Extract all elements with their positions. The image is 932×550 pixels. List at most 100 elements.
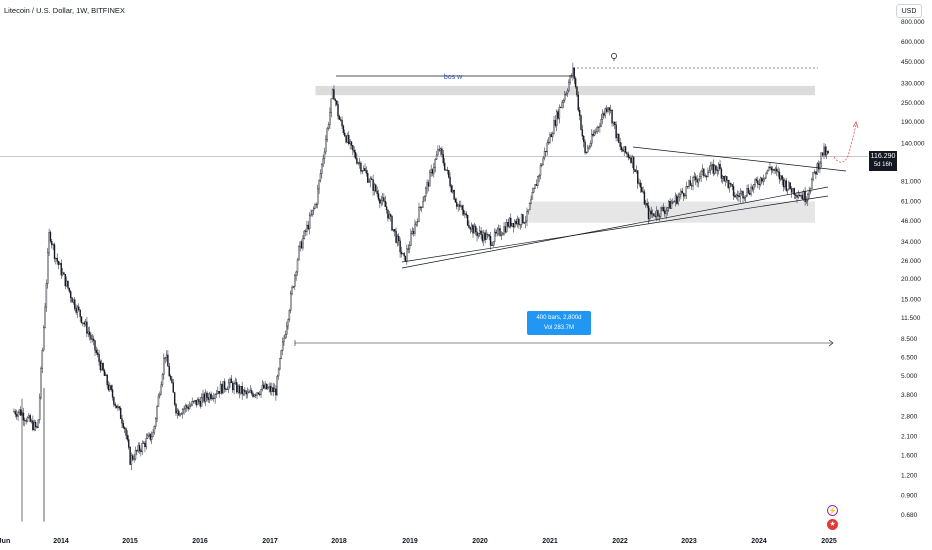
candle-body: [423, 196, 426, 202]
last-price-badge: 116.290 5d 16h: [869, 151, 897, 171]
candle-body: [128, 439, 130, 448]
candle-body: [568, 82, 570, 92]
candle-body: [623, 146, 625, 152]
candle-body: [290, 293, 292, 311]
zones-layer: [315, 85, 815, 223]
candle-body: [637, 170, 639, 184]
candle-body: [584, 141, 586, 153]
candle-body: [458, 204, 461, 207]
time-tick-label: 2021: [542, 538, 558, 545]
candle-body: [13, 411, 15, 413]
candle-body: [410, 233, 412, 246]
candle-body: [323, 151, 326, 159]
candle-body: [268, 386, 270, 388]
candle-body: [642, 191, 644, 193]
candle-body: [98, 354, 100, 362]
candle-body: [146, 435, 149, 439]
candle-body: [446, 169, 449, 171]
candle-body: [219, 384, 222, 394]
candle-body: [587, 147, 589, 153]
candle-body: [593, 132, 596, 136]
candle-body: [615, 124, 617, 139]
candle-body: [99, 361, 102, 371]
price-tick-label: 330.000: [901, 81, 925, 88]
candle-body: [287, 319, 289, 327]
candle-body: [801, 194, 804, 200]
candle-body: [26, 417, 29, 422]
candle-body: [349, 141, 351, 145]
candle-body: [271, 387, 273, 392]
candle-body: [431, 169, 434, 174]
candle-body: [217, 390, 219, 395]
candle-body: [533, 188, 535, 193]
candle-body: [317, 188, 319, 205]
candle-body: [723, 176, 725, 182]
candle-body: [630, 157, 632, 163]
candle-body: [198, 399, 200, 402]
candle-body: [240, 386, 242, 394]
candle-body: [485, 234, 488, 240]
time-axis[interactable]: Jun 2014 2015 2016 2017 2018 2019 2020 2021 2022 2…: [0, 538, 837, 545]
candle-body: [465, 213, 467, 216]
candle-body: [36, 426, 38, 428]
candle-body: [14, 411, 17, 415]
candle-body: [180, 413, 183, 415]
price-axis[interactable]: 800.000 600.000 450.000 330.000 250.000 190.0…: [901, 19, 925, 519]
candle-body: [750, 186, 752, 195]
candle-body: [75, 308, 77, 313]
lightning-icon[interactable]: ⚡: [827, 505, 838, 516]
candle-body: [298, 246, 300, 261]
candle-body: [191, 401, 193, 406]
candle-body: [797, 195, 800, 198]
candle-body: [137, 445, 139, 452]
candle-body: [91, 338, 94, 340]
candle-body: [48, 231, 50, 254]
candle-body: [477, 233, 480, 237]
candle-body: [691, 185, 693, 187]
candle-body: [377, 193, 380, 200]
candle-body: [333, 89, 335, 100]
candle-body: [556, 111, 558, 126]
candle-body: [207, 397, 210, 400]
candle-body: [508, 217, 511, 227]
price-tick-label: 20.000: [901, 276, 921, 283]
candle-body: [603, 113, 605, 116]
candle-body: [666, 207, 669, 211]
candle-body: [119, 407, 122, 420]
candle-body: [696, 179, 698, 183]
candle-body: [708, 170, 710, 173]
candle-body: [554, 120, 557, 126]
candle-body: [638, 182, 640, 184]
candle-body: [479, 230, 481, 234]
us-flag-icon[interactable]: ★: [827, 519, 838, 530]
candle-body: [394, 229, 396, 232]
candle-body: [605, 108, 608, 112]
candle-body: [495, 231, 497, 234]
price-tick-label: 600.000: [901, 39, 925, 46]
candle-body: [365, 170, 368, 174]
candle-body: [179, 413, 181, 416]
candle-body: [704, 175, 706, 177]
candle-body: [614, 121, 616, 125]
candle-body: [110, 385, 112, 390]
candle-body: [619, 142, 621, 147]
candle-body: [817, 163, 820, 170]
candle-body: [331, 89, 334, 99]
candle-body: [84, 321, 87, 325]
candle-body: [152, 431, 154, 437]
candle-body: [164, 357, 166, 359]
candle-body: [778, 172, 781, 180]
price-tick-label: 250.000: [901, 100, 925, 107]
currency-button[interactable]: USD: [896, 4, 922, 18]
candle-body: [543, 151, 546, 159]
candle-body: [49, 231, 52, 242]
bos-label: bos w: [444, 74, 463, 81]
candle-body: [788, 182, 790, 190]
candle-body: [812, 171, 814, 180]
candle-body: [141, 442, 143, 452]
candle-body: [720, 168, 723, 179]
candle-body: [248, 391, 250, 393]
candle-body: [664, 210, 666, 214]
candle-body: [461, 205, 463, 211]
